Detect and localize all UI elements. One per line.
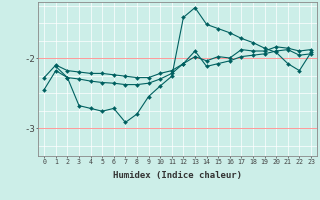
X-axis label: Humidex (Indice chaleur): Humidex (Indice chaleur) [113,171,242,180]
